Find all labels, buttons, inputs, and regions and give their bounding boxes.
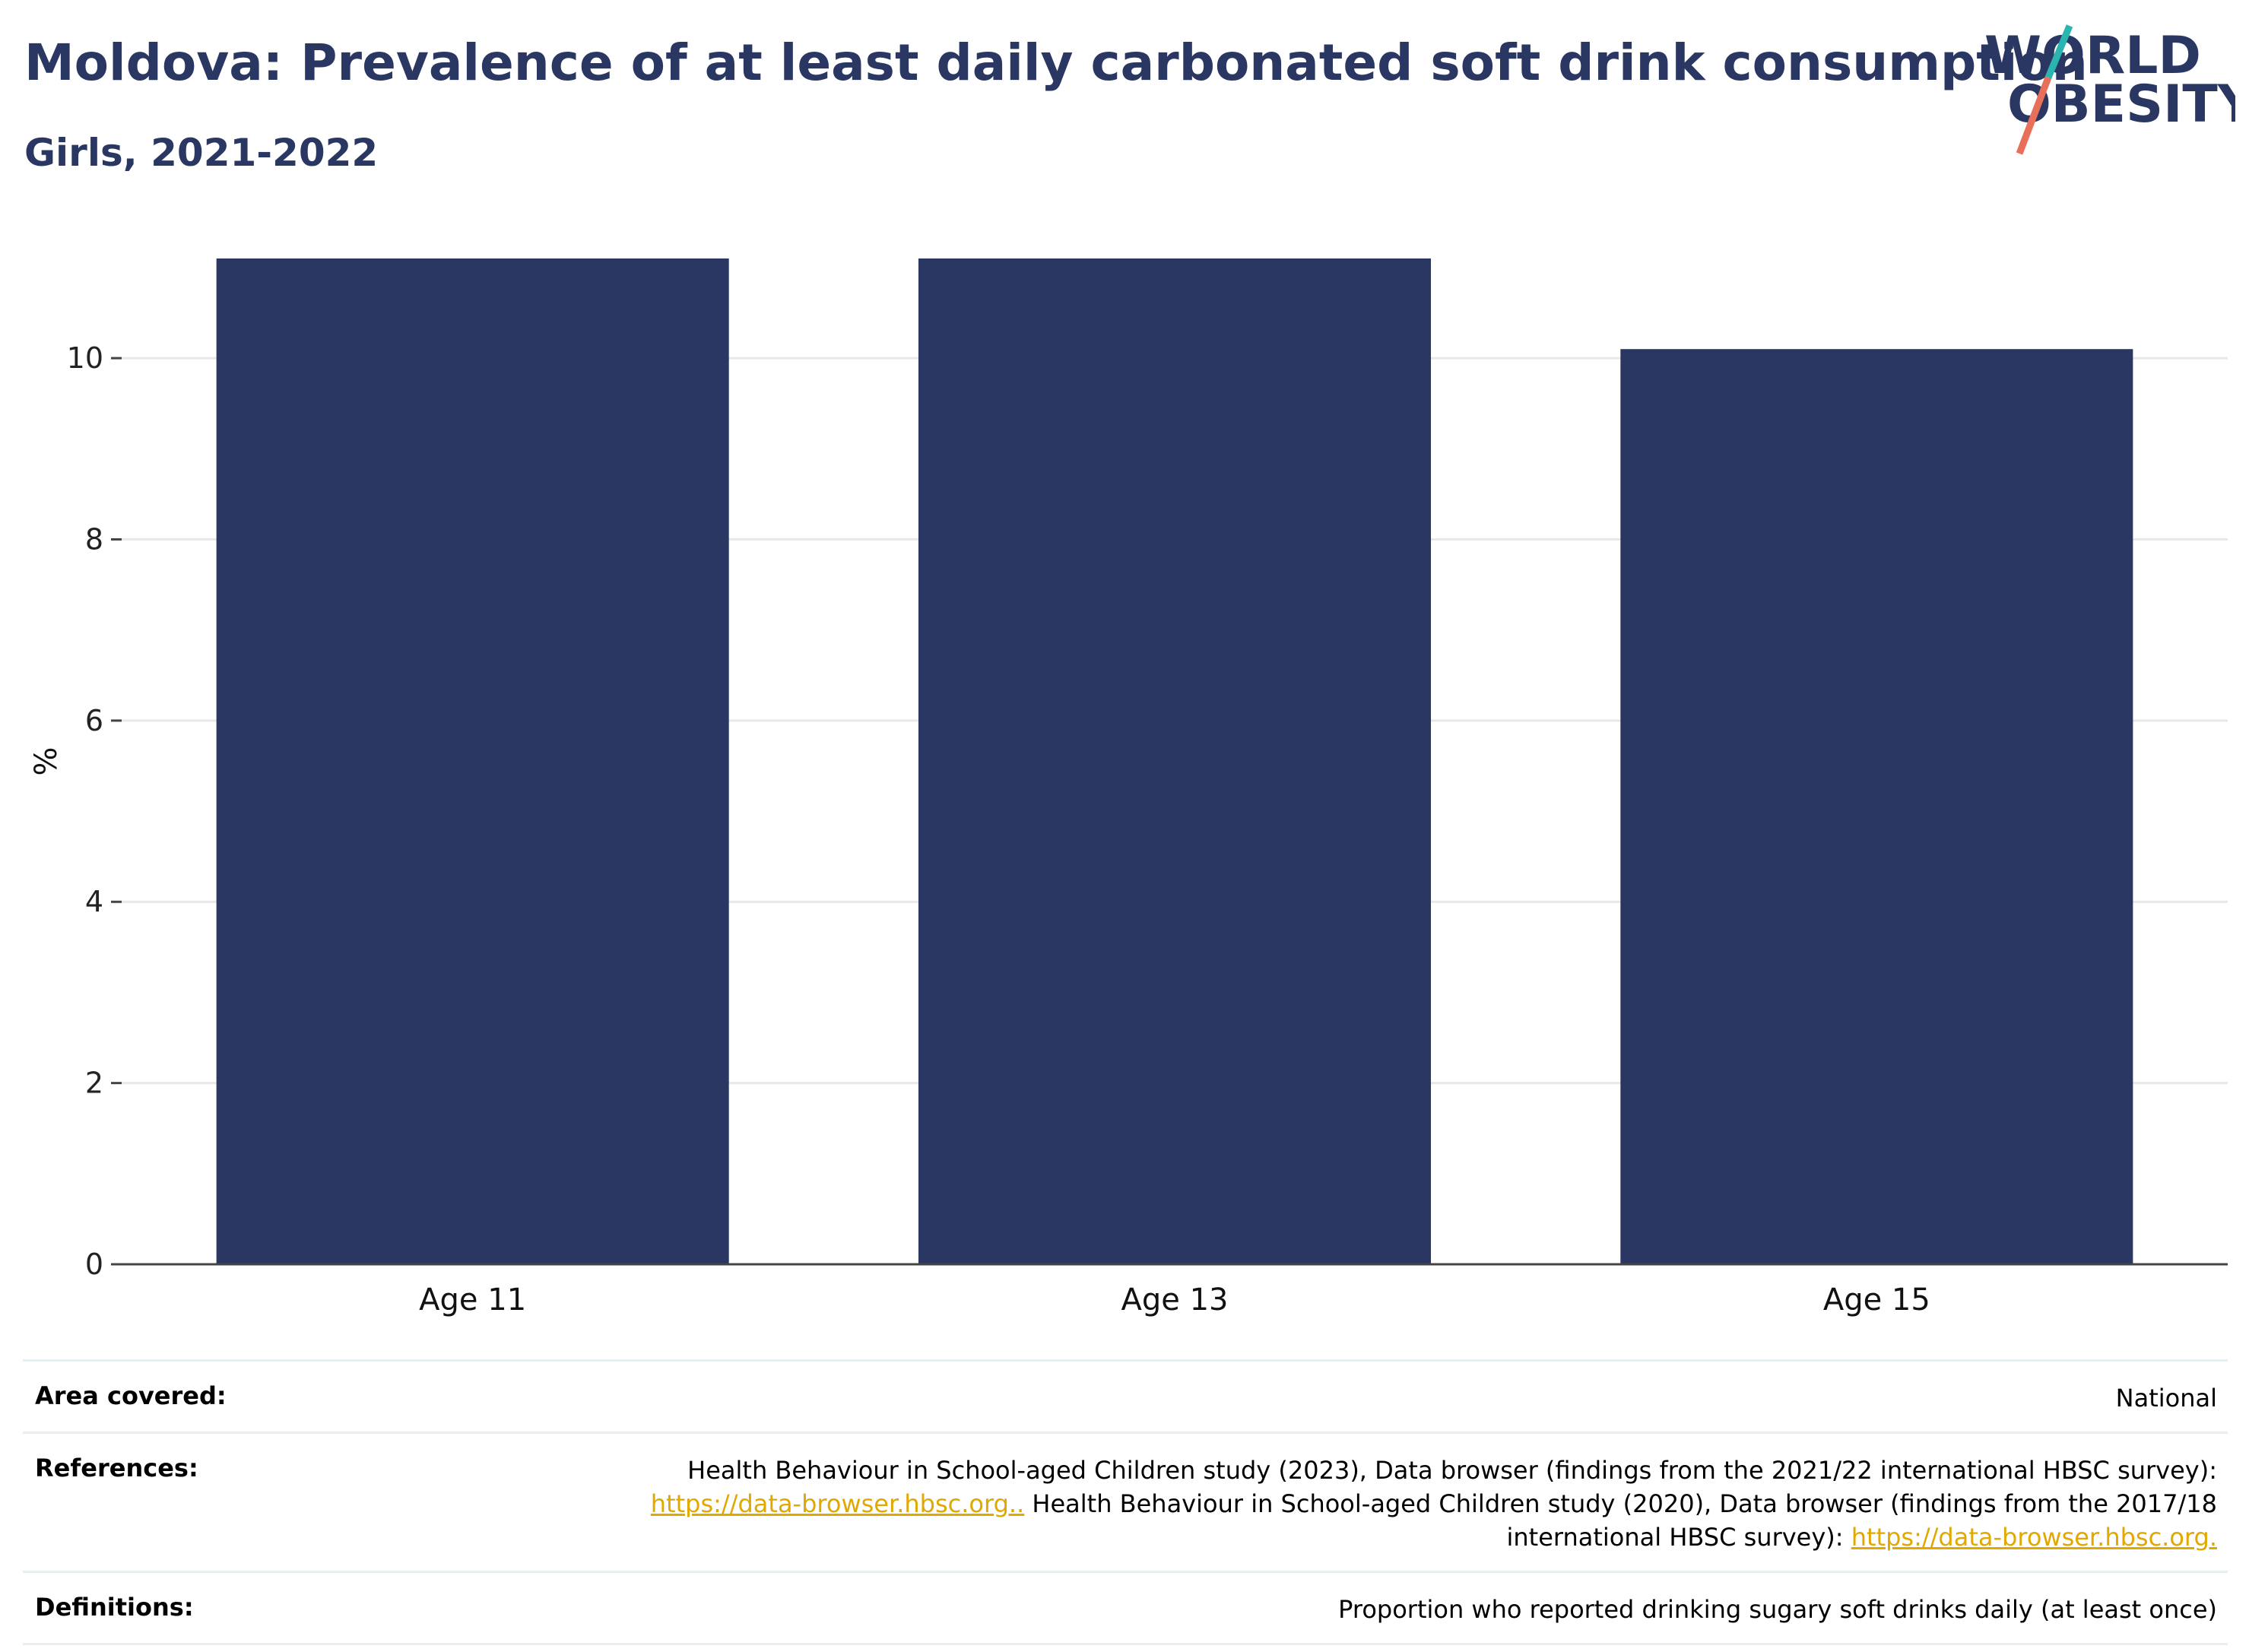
area-covered-row: Area covered: National — [23, 1359, 2228, 1432]
y-axis-label: % — [29, 747, 64, 775]
reference-link-1[interactable]: https://data-browser.hbsc.org.. — [650, 1489, 1025, 1518]
bar — [216, 258, 729, 1264]
bar — [918, 258, 1432, 1264]
x-tick-label: Age 13 — [1121, 1283, 1229, 1317]
info-table: Area covered: National References: Healt… — [23, 1359, 2228, 1645]
definitions-label: Definitions: — [35, 1593, 194, 1622]
chart-title: Moldova: Prevalence of at least daily ca… — [24, 33, 2088, 92]
y-tick-label: 4 — [85, 885, 103, 918]
logo-text-world: WORLD — [1984, 26, 2201, 86]
area-covered-label: Area covered: — [35, 1381, 227, 1410]
references-row: References: Health Behaviour in School-a… — [23, 1432, 2228, 1571]
world-obesity-logo: WORLD OBESITY — [1984, 24, 2235, 155]
logo-slash-top — [2044, 24, 2073, 79]
bar-chart: 0 2 4 6 8 10% Age 11 Age 13 Age 15 — [29, 258, 2228, 1317]
y-tick-label: 6 — [85, 704, 103, 737]
y-tick-label: 0 — [85, 1248, 103, 1281]
x-tick-label: Age 15 — [1823, 1283, 1930, 1317]
bar — [1620, 349, 2133, 1264]
chart-subtitle: Girls, 2021-2022 — [24, 131, 379, 175]
y-tick-label: 2 — [85, 1067, 103, 1100]
references-value: Health Behaviour in School-aged Children… — [651, 1454, 2217, 1554]
reference-text-1: Health Behaviour in School-aged Children… — [687, 1456, 2217, 1485]
reference-link-2[interactable]: https://data-browser.hbsc.org. — [1851, 1523, 2217, 1552]
y-tick-label: 10 — [67, 341, 103, 375]
area-covered-value: National — [2115, 1384, 2217, 1413]
definitions-value: Proportion who reported drinking sugary … — [1338, 1595, 2217, 1624]
reference-text-3: international HBSC survey): — [1506, 1523, 1851, 1552]
definitions-row: Definitions: Proportion who reported dri… — [23, 1571, 2228, 1645]
references-label: References: — [35, 1454, 198, 1482]
y-tick-label: 8 — [85, 522, 103, 556]
x-tick-label: Age 11 — [419, 1283, 526, 1317]
reference-text-2: Health Behaviour in School-aged Children… — [1024, 1489, 2217, 1518]
logo-slash-bottom — [2016, 76, 2052, 155]
